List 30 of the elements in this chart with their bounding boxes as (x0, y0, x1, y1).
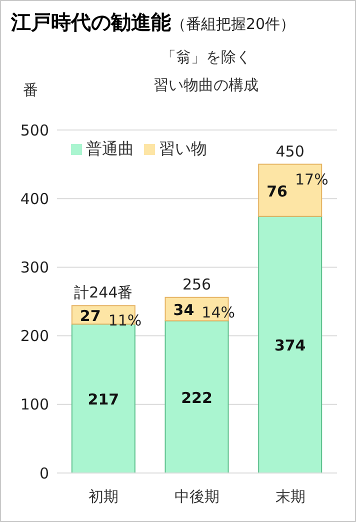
data-label: 76 (266, 182, 288, 200)
legend-label: 普通曲 (86, 139, 134, 158)
bar (258, 216, 322, 473)
data-label: 374 (274, 336, 306, 355)
total-label: 計244番 (74, 284, 133, 302)
data-label: 27 (80, 306, 101, 325)
y-tick-label: 200 (20, 327, 49, 346)
x-tick-label: 末期 (275, 488, 306, 506)
total-label: 256 (182, 275, 212, 294)
legend-label: 習い物 (159, 139, 207, 158)
y-tick-label: 100 (20, 396, 49, 414)
x-tick-label: 中後期 (174, 488, 220, 506)
chart-subtitle: （番組把握20件） (171, 15, 296, 33)
text: 習い物曲の構成 (152, 75, 260, 96)
y-axis-title: 番 (23, 81, 38, 100)
bar (164, 320, 229, 473)
y-tick-label: 0 (39, 464, 49, 482)
data-label: 34 (173, 301, 194, 320)
annotation: 17% (294, 170, 328, 188)
total-label: 450 (276, 142, 304, 160)
y-tick-label: 400 (20, 190, 49, 208)
x-tick-label: 初期 (88, 488, 119, 506)
data-label: 217 (88, 390, 120, 409)
y-tick-label: 300 (20, 258, 49, 277)
data-label: 222 (181, 388, 212, 407)
text: 「翁」を除く (160, 47, 252, 68)
annotation: 11% (108, 312, 142, 330)
y-tick-label: 500 (20, 121, 49, 140)
annotation: 14% (202, 303, 235, 322)
chart-title: 江戸時代の勧進能 (11, 10, 171, 34)
